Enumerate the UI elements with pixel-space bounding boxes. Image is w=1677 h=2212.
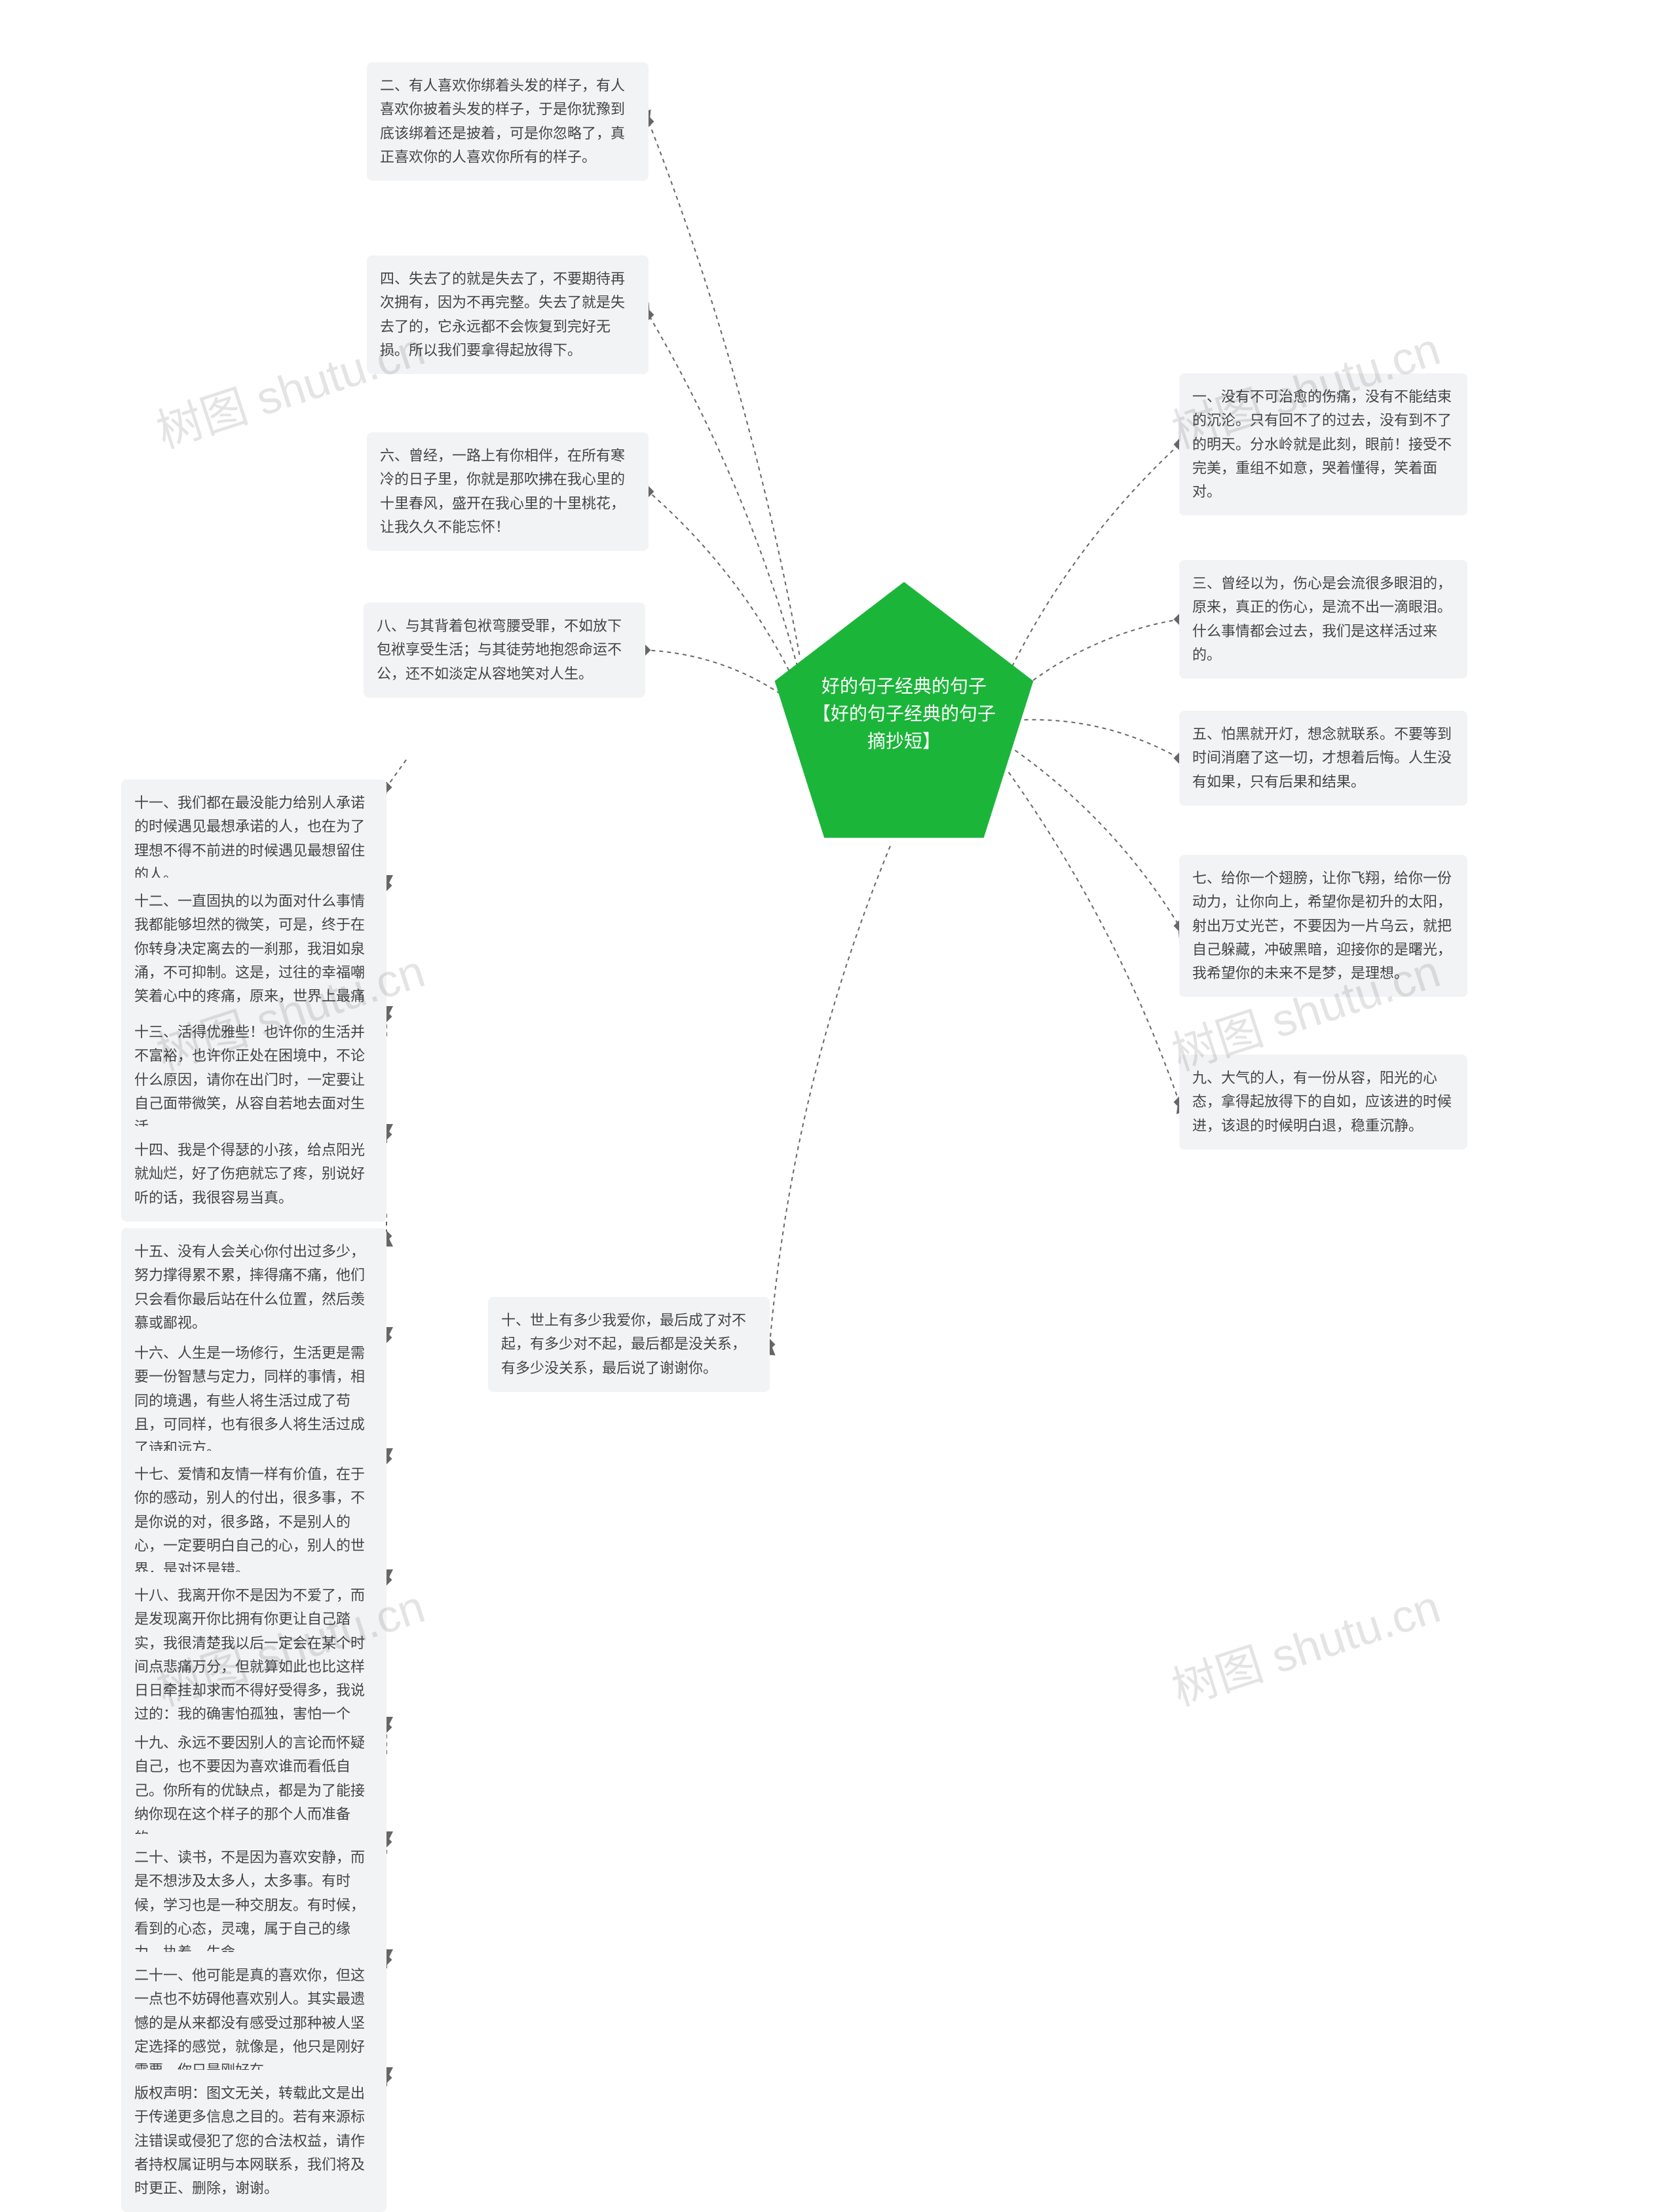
item-box-i2: 二、有人喜欢你绑着头发的样子，有人喜欢你披着头发的样子，于是你犹豫到底该绑着还是… bbox=[367, 62, 649, 181]
item-box-i6: 六、曾经，一路上有你相伴，在所有寒冷的日子里，你就是那吹拂在我心里的十里春风，盛… bbox=[367, 432, 649, 551]
item-text: 十五、没有人会关心你付出过多少，努力撑得累不累，摔得痛不痛，他们只会看你最后站在… bbox=[134, 1243, 365, 1331]
center-node: 好的句子经典的句子【好的句子经典的句子摘抄短】 bbox=[766, 576, 1042, 852]
item-box-i3: 三、曾经以为，伤心是会流很多眼泪的，原来，真正的伤心，是流不出一滴眼泪。什么事情… bbox=[1179, 560, 1467, 679]
item-text: 一、没有不可治愈的伤痛，没有不能结束的沉沦。只有回不了的过去，没有到不了的明天。… bbox=[1192, 388, 1452, 500]
item-box-i7: 七、给你一个翅膀，让你飞翔，给你一份动力，让你向上，希望你是初升的太阳，射出万丈… bbox=[1179, 855, 1467, 997]
item-box-i9: 九、大气的人，有一份从容，阳光的心态，拿得起放得下的自如，应该进的时候进，该退的… bbox=[1179, 1055, 1467, 1150]
item-text: 七、给你一个翅膀，让你飞翔，给你一份动力，让你向上，希望你是初升的太阳，射出万丈… bbox=[1192, 870, 1452, 981]
item-text: 五、怕黑就开灯，想念就联系。不要等到时间消磨了这一切，才想着后悔。人生没有如果，… bbox=[1192, 726, 1452, 790]
item-text: 十九、永远不要因别人的言论而怀疑自己，也不要因为喜欢谁而看低自己。你所有的优缺点… bbox=[134, 1734, 365, 1846]
item-box-i14: 十四、我是个得瑟的小孩，给点阳光就灿烂，好了伤疤就忘了疼，别说好听的话，我很容易… bbox=[121, 1127, 386, 1222]
item-text: 六、曾经，一路上有你相伴，在所有寒冷的日子里，你就是那吹拂在我心里的十里春风，盛… bbox=[380, 447, 625, 535]
item-text: 版权声明：图文无关，转载此文是出于传递更多信息之目的。若有来源标注错误或侵犯了您… bbox=[134, 2085, 365, 2196]
item-text: 三、曾经以为，伤心是会流很多眼泪的，原来，真正的伤心，是流不出一滴眼泪。什么事情… bbox=[1192, 575, 1452, 663]
item-text: 十七、爱情和友情一样有价值，在于你的感动，别人的付出，很多事，不是你说的对，很多… bbox=[134, 1466, 365, 1577]
center-title: 好的句子经典的句子【好的句子经典的句子摘抄短】 bbox=[812, 673, 996, 755]
item-box-i4: 四、失去了的就是失去了，不要期待再次拥有，因为不再完整。失去了就是失去了的，它永… bbox=[367, 255, 649, 374]
item-text: 十、世上有多少我爱你，最后成了对不起，有多少对不起，最后都是没关系，有多少没关系… bbox=[501, 1312, 746, 1376]
watermark: 树图 shutu.cn bbox=[1163, 1570, 1448, 1719]
item-box-icopy: 版权声明：图文无关，转载此文是出于传递更多信息之目的。若有来源标注错误或侵犯了您… bbox=[121, 2070, 386, 2212]
item-text: 四、失去了的就是失去了，不要期待再次拥有，因为不再完整。失去了就是失去了的，它永… bbox=[380, 271, 625, 358]
item-box-i1: 一、没有不可治愈的伤痛，没有不能结束的沉沦。只有回不了的过去，没有到不了的明天。… bbox=[1179, 373, 1467, 516]
item-box-i15: 十五、没有人会关心你付出过多少，努力撑得累不累，摔得痛不痛，他们只会看你最后站在… bbox=[121, 1228, 386, 1347]
item-text: 八、与其背着包袱弯腰受罪，不如放下包袱享受生活；与其徒劳地抱怨命运不公，还不如淡… bbox=[377, 618, 622, 682]
item-text: 二十、读书，不是因为喜欢安静，而是不想涉及太多人，太多事。有时候，学习也是一种交… bbox=[134, 1849, 365, 1960]
item-box-i5: 五、怕黑就开灯，想念就联系。不要等到时间消磨了这一切，才想着后悔。人生没有如果，… bbox=[1179, 711, 1467, 806]
item-text: 二十一、他可能是真的喜欢你，但这一点也不妨碍他喜欢别人。其实最遗憾的是从来都没有… bbox=[134, 1967, 365, 2078]
item-text: 十三、活得优雅些！也许你的生活并不富裕，也许你正处在困境中，不论什么原因，请你在… bbox=[134, 1024, 365, 1135]
item-text: 十六、人生是一场修行，生活更是需要一份智慧与定力，同样的事情，相同的境遇，有些人… bbox=[134, 1345, 365, 1456]
item-box-i8: 八、与其背着包袱弯腰受罪，不如放下包袱享受生活；与其徒劳地抱怨命运不公，还不如淡… bbox=[364, 603, 645, 698]
item-text: 十一、我们都在最没能力给别人承诺的时候遇见最想承诺的人，也在为了理想不得不前进的… bbox=[134, 795, 365, 882]
item-text: 九、大气的人，有一份从容，阳光的心态，拿得起放得下的自如，应该进的时候进，该退的… bbox=[1192, 1070, 1452, 1134]
mindmap-canvas: 好的句子经典的句子【好的句子经典的句子摘抄短】 二、有人喜欢你绑着头发的样子，有… bbox=[0, 0, 1677, 2112]
item-text: 二、有人喜欢你绑着头发的样子，有人喜欢你披着头发的样子，于是你犹豫到底该绑着还是… bbox=[380, 77, 625, 165]
item-text: 十四、我是个得瑟的小孩，给点阳光就灿烂，好了伤疤就忘了疼，别说好听的话，我很容易… bbox=[134, 1142, 365, 1206]
item-text: 十二、一直固执的以为面对什么事情我都能够坦然的微笑，可是，终于在你转身决定离去的… bbox=[134, 893, 365, 1028]
item-box-i10: 十、世上有多少我爱你，最后成了对不起，有多少对不起，最后都是没关系，有多少没关系… bbox=[488, 1297, 770, 1392]
